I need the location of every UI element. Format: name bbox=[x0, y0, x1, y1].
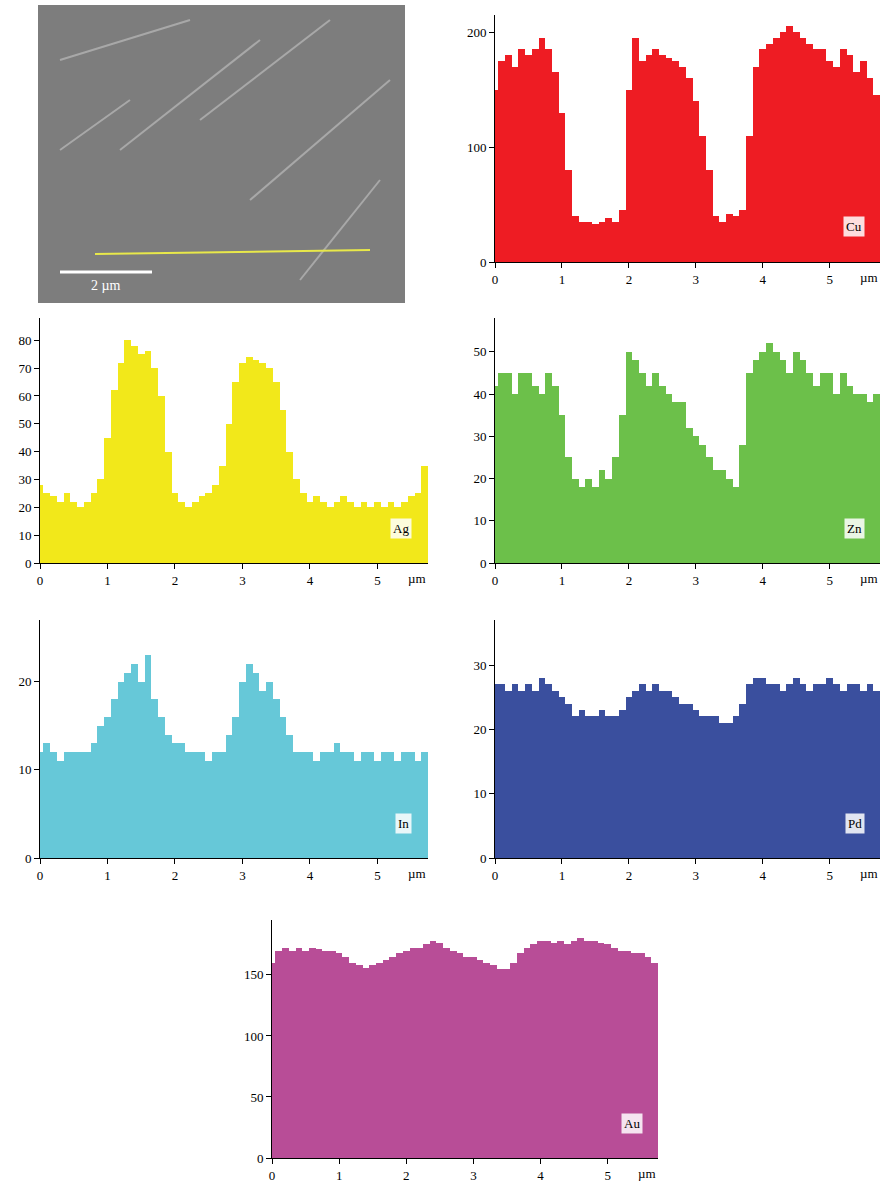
svg-text:0: 0 bbox=[480, 255, 487, 270]
svg-text:20: 20 bbox=[473, 722, 486, 737]
svg-text:µm: µm bbox=[408, 571, 426, 586]
svg-text:20: 20 bbox=[473, 471, 486, 486]
svg-text:40: 40 bbox=[18, 444, 31, 459]
svg-text:0: 0 bbox=[480, 851, 487, 866]
svg-text:3: 3 bbox=[693, 868, 700, 883]
svg-text:40: 40 bbox=[473, 387, 486, 402]
svg-text:2: 2 bbox=[626, 868, 633, 883]
svg-text:5: 5 bbox=[374, 573, 381, 588]
svg-text:µm: µm bbox=[860, 571, 878, 586]
svg-text:2: 2 bbox=[403, 1168, 410, 1183]
svg-text:3: 3 bbox=[693, 272, 700, 287]
svg-text:4: 4 bbox=[760, 573, 767, 588]
svg-text:60: 60 bbox=[18, 389, 31, 404]
svg-text:4: 4 bbox=[307, 868, 314, 883]
svg-text:50: 50 bbox=[473, 344, 486, 359]
svg-text:50: 50 bbox=[250, 1090, 263, 1105]
svg-text:10: 10 bbox=[18, 528, 31, 543]
svg-text:30: 30 bbox=[473, 658, 486, 673]
svg-text:0: 0 bbox=[269, 1168, 276, 1183]
svg-text:10: 10 bbox=[473, 513, 486, 528]
svg-text:1: 1 bbox=[104, 573, 111, 588]
svg-text:2 µm: 2 µm bbox=[91, 278, 121, 293]
svg-text:30: 30 bbox=[18, 472, 31, 487]
svg-text:20: 20 bbox=[18, 500, 31, 515]
svg-text:200: 200 bbox=[467, 25, 487, 40]
svg-text:30: 30 bbox=[473, 429, 486, 444]
svg-text:1: 1 bbox=[559, 272, 566, 287]
svg-text:0: 0 bbox=[480, 556, 487, 571]
svg-text:2: 2 bbox=[626, 272, 633, 287]
svg-text:Ag: Ag bbox=[393, 521, 409, 536]
svg-text:150: 150 bbox=[244, 967, 264, 982]
svg-text:3: 3 bbox=[239, 868, 246, 883]
svg-text:2: 2 bbox=[172, 573, 179, 588]
svg-text:µm: µm bbox=[638, 1166, 656, 1181]
svg-text:80: 80 bbox=[18, 333, 31, 348]
svg-text:0: 0 bbox=[492, 272, 499, 287]
svg-text:10: 10 bbox=[473, 786, 486, 801]
svg-text:Pd: Pd bbox=[848, 816, 862, 831]
svg-text:5: 5 bbox=[827, 272, 834, 287]
svg-text:5: 5 bbox=[374, 868, 381, 883]
svg-text:3: 3 bbox=[470, 1168, 477, 1183]
svg-text:µm: µm bbox=[860, 270, 878, 285]
svg-text:In: In bbox=[398, 816, 409, 831]
svg-text:Zn: Zn bbox=[847, 521, 862, 536]
svg-text:10: 10 bbox=[18, 762, 31, 777]
svg-text:0: 0 bbox=[37, 573, 44, 588]
svg-text:4: 4 bbox=[760, 272, 767, 287]
svg-text:0: 0 bbox=[492, 868, 499, 883]
svg-text:5: 5 bbox=[604, 1168, 611, 1183]
svg-text:0: 0 bbox=[257, 1151, 264, 1166]
svg-text:100: 100 bbox=[467, 140, 487, 155]
svg-text:4: 4 bbox=[307, 573, 314, 588]
svg-text:3: 3 bbox=[693, 573, 700, 588]
svg-text:2: 2 bbox=[172, 868, 179, 883]
svg-text:µm: µm bbox=[860, 866, 878, 881]
svg-text:1: 1 bbox=[336, 1168, 343, 1183]
svg-text:2: 2 bbox=[626, 573, 633, 588]
svg-text:0: 0 bbox=[25, 556, 32, 571]
svg-text:Cu: Cu bbox=[846, 219, 862, 234]
svg-text:20: 20 bbox=[18, 674, 31, 689]
svg-text:70: 70 bbox=[18, 361, 31, 376]
svg-text:µm: µm bbox=[408, 866, 426, 881]
svg-text:0: 0 bbox=[37, 868, 44, 883]
svg-text:4: 4 bbox=[537, 1168, 544, 1183]
svg-text:0: 0 bbox=[25, 851, 32, 866]
svg-text:5: 5 bbox=[827, 868, 834, 883]
svg-text:Au: Au bbox=[624, 1116, 640, 1131]
svg-text:100: 100 bbox=[244, 1029, 264, 1044]
svg-text:5: 5 bbox=[827, 573, 834, 588]
svg-text:1: 1 bbox=[104, 868, 111, 883]
svg-text:50: 50 bbox=[18, 416, 31, 431]
svg-text:4: 4 bbox=[760, 868, 767, 883]
svg-text:3: 3 bbox=[239, 573, 246, 588]
svg-text:0: 0 bbox=[492, 573, 499, 588]
svg-text:1: 1 bbox=[559, 868, 566, 883]
svg-text:1: 1 bbox=[559, 573, 566, 588]
